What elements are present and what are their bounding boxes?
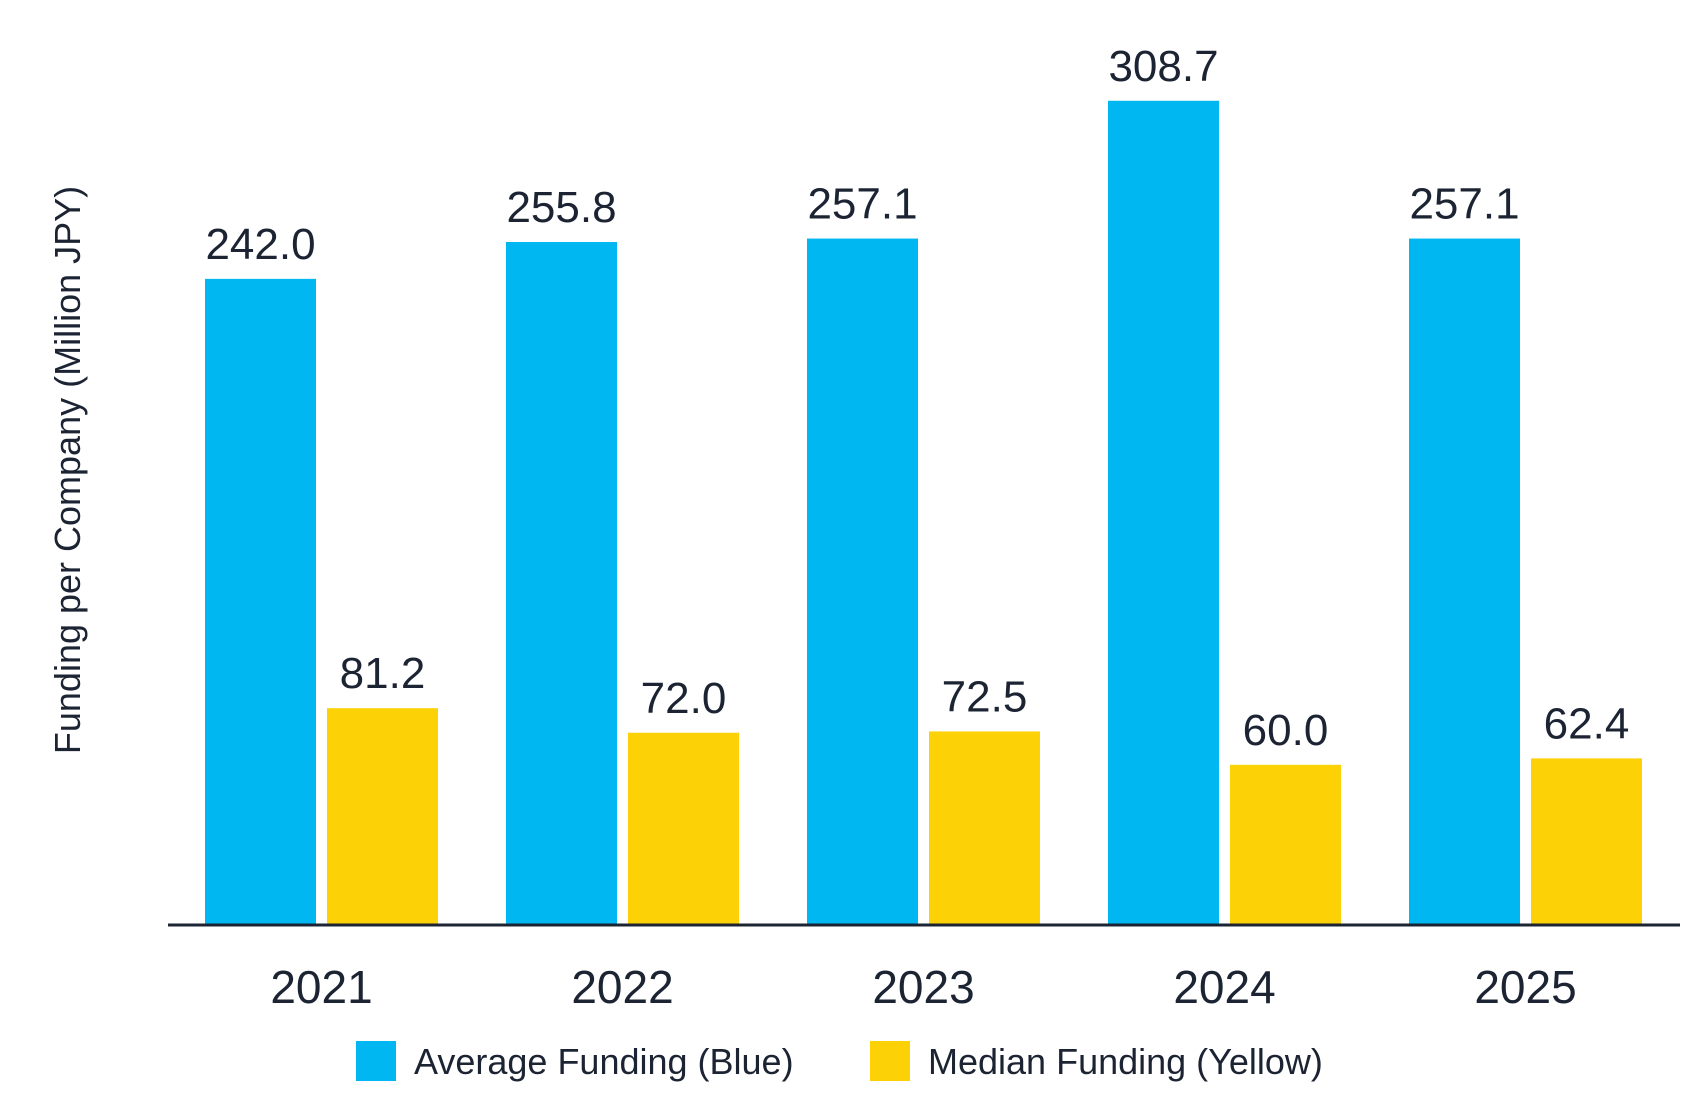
bar-average-2025: [1409, 238, 1520, 926]
data-label-average-2024: 308.7: [1108, 42, 1218, 91]
x-tick-label-2023: 2023: [872, 961, 974, 1013]
legend-swatch-average: [356, 1041, 396, 1081]
data-label-median-2022: 72.0: [641, 674, 727, 723]
legend-label-median: Median Funding (Yellow): [928, 1041, 1323, 1082]
bar-median-2021: [327, 708, 438, 925]
x-tick-label-2025: 2025: [1474, 961, 1576, 1013]
bar-median-2024: [1230, 764, 1341, 925]
data-label-average-2023: 257.1: [807, 180, 917, 229]
bar-average-2023: [807, 238, 918, 926]
data-label-median-2021: 81.2: [340, 649, 426, 698]
legend-swatch-median: [870, 1041, 910, 1081]
legend: Average Funding (Blue) Median Funding (Ye…: [356, 1041, 1323, 1082]
value-labels-layer: 242.0 81.2 255.8 72.0 257.1 72.5 308.7 60.0 257.…: [205, 42, 1629, 755]
legend-label-average: Average Funding (Blue): [414, 1041, 794, 1082]
bar-median-2025: [1531, 758, 1642, 925]
bar-median-2023: [929, 731, 1040, 925]
data-label-median-2024: 60.0: [1243, 706, 1329, 755]
data-label-average-2021: 242.0: [205, 220, 315, 269]
data-label-median-2023: 72.5: [942, 672, 1028, 721]
bars-layer: [205, 100, 1642, 926]
y-axis-title: Funding per Company (Million JPY): [47, 186, 88, 754]
x-tick-label-2024: 2024: [1173, 961, 1275, 1013]
bar-median-2022: [628, 732, 739, 925]
bar-average-2021: [205, 278, 316, 925]
x-tick-labels: 2021 2022 2023 2024 2025: [270, 961, 1576, 1013]
data-label-median-2025: 62.4: [1544, 699, 1630, 748]
x-tick-label-2021: 2021: [270, 961, 372, 1013]
bar-average-2022: [506, 242, 617, 925]
data-label-average-2025: 257.1: [1409, 180, 1519, 229]
x-tick-label-2022: 2022: [571, 961, 673, 1013]
bar-average-2024: [1108, 100, 1219, 926]
data-label-average-2022: 255.8: [506, 183, 616, 232]
